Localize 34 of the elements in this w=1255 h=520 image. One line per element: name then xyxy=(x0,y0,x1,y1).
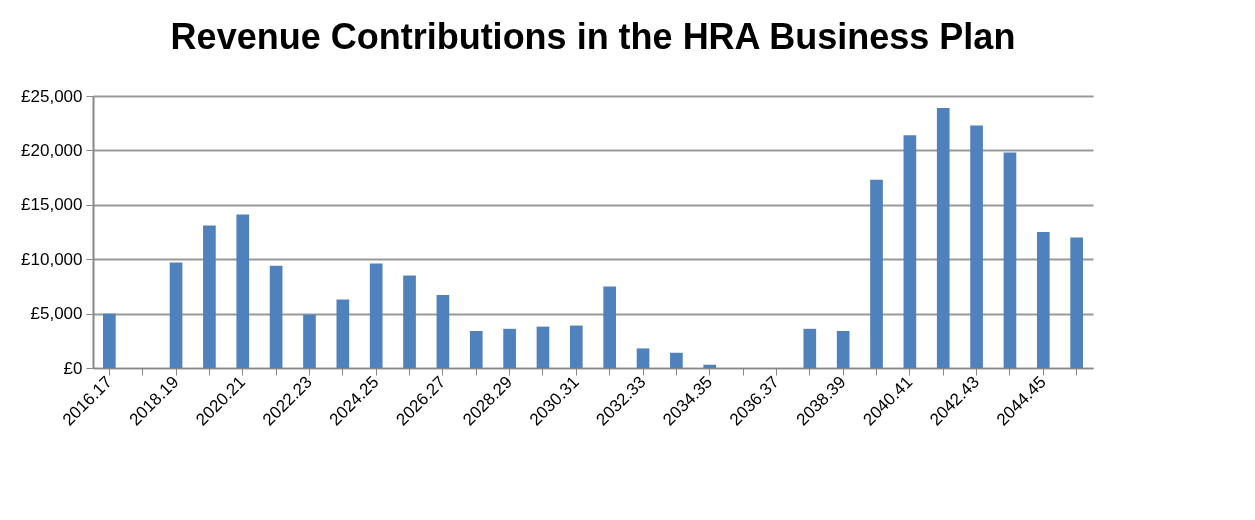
bar xyxy=(403,275,416,368)
bar xyxy=(236,214,250,368)
bar xyxy=(670,352,683,368)
bar xyxy=(703,364,717,368)
bar xyxy=(169,262,183,368)
bar xyxy=(870,179,883,368)
bar xyxy=(1070,237,1083,368)
bar xyxy=(269,265,283,368)
bar xyxy=(336,299,350,368)
bar xyxy=(369,263,383,368)
bar xyxy=(803,328,817,368)
bar xyxy=(1036,232,1050,368)
bar xyxy=(936,107,950,368)
bar xyxy=(436,295,450,368)
bar xyxy=(569,325,583,368)
bar xyxy=(903,135,917,368)
bar xyxy=(1003,152,1017,368)
bar xyxy=(203,225,216,368)
bar xyxy=(603,286,617,368)
y-tick-label: £20,000 xyxy=(21,140,83,160)
y-tick-label: £0 xyxy=(63,358,83,378)
y-tick-label: £25,000 xyxy=(21,86,83,106)
bar xyxy=(536,326,550,368)
bar xyxy=(503,328,516,368)
y-tick-label: £5,000 xyxy=(30,304,83,324)
bar xyxy=(836,331,850,368)
chart-title: Revenue Contributions in the HRA Business Plan xyxy=(170,16,1016,57)
bar xyxy=(303,314,316,368)
bar xyxy=(636,348,650,368)
y-tick-label: £15,000 xyxy=(21,195,83,215)
y-tick-label: £10,000 xyxy=(21,249,83,269)
bar xyxy=(970,125,983,368)
bar xyxy=(469,331,483,368)
bar xyxy=(103,313,116,368)
